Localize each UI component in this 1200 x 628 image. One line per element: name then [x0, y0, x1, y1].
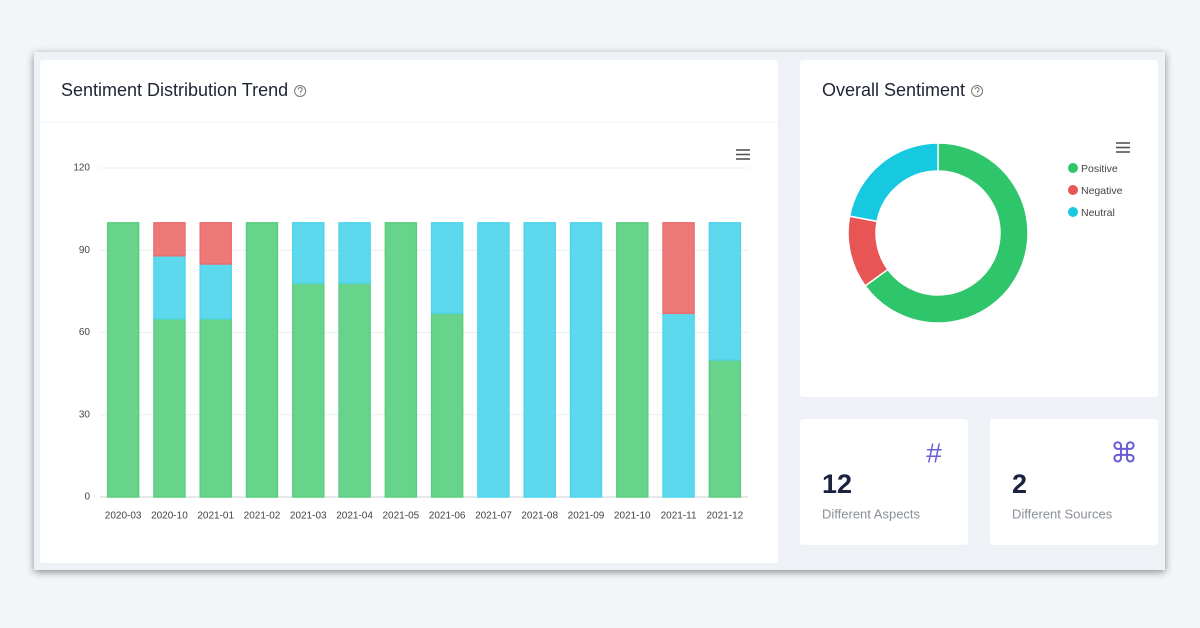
- help-mark: [297, 87, 303, 95]
- bar-segment: [430, 222, 464, 315]
- help-mark: [974, 87, 980, 95]
- y-tick-label: 0: [84, 492, 90, 503]
- bar-segment: [153, 318, 186, 498]
- x-tick-label: 2021-12: [707, 511, 744, 522]
- bar-segment: [153, 222, 186, 257]
- menu-icon[interactable]: [736, 149, 750, 160]
- chart-title: Overall Sentiment: [822, 80, 965, 100]
- x-tick-label: 2021-09: [568, 511, 605, 522]
- stat-card: [800, 419, 968, 545]
- help-icon[interactable]: [971, 85, 984, 97]
- bar-segment: [384, 222, 418, 498]
- stat-value: 2: [1012, 469, 1027, 499]
- bar-segment: [662, 312, 695, 498]
- x-tick-label: 2021-05: [383, 511, 420, 522]
- bar-segment: [199, 222, 232, 265]
- x-tick-label: 2021-03: [290, 511, 327, 522]
- y-tick-label: 120: [73, 163, 90, 174]
- stat-value: 12: [822, 469, 852, 499]
- help-circle: [294, 85, 307, 97]
- menu-icon[interactable]: [1116, 142, 1130, 153]
- x-tick-label: 2020-10: [151, 511, 188, 522]
- bar-segment: [338, 222, 371, 284]
- legend-swatch: [1068, 207, 1078, 217]
- bar-segment: [616, 222, 649, 498]
- legend-label: Positive: [1081, 163, 1118, 175]
- legend-swatch: [1068, 185, 1078, 195]
- help-circle: [971, 85, 984, 97]
- bar-segment: [338, 282, 371, 498]
- stat-card: [990, 419, 1158, 545]
- bar-segment: [199, 318, 232, 498]
- x-tick-label: 2021-04: [336, 511, 373, 522]
- stat-label: Different Sources: [1012, 506, 1113, 521]
- y-tick-label: 60: [79, 327, 91, 338]
- donut-slice: [848, 142, 939, 223]
- sentiment-card: [800, 60, 1158, 397]
- x-tick-label: 2021-11: [661, 511, 697, 522]
- bar-segment: [245, 222, 279, 498]
- x-tick-label: 2021-10: [614, 511, 651, 522]
- bar-segment: [569, 222, 603, 498]
- bar-segment: [199, 263, 232, 320]
- legend-label: Neutral: [1081, 207, 1115, 219]
- chart-title: Sentiment Distribution Trend: [61, 80, 288, 100]
- x-tick-label: 2021-06: [429, 511, 466, 522]
- stat-label: Different Aspects: [822, 506, 921, 521]
- bar-segment: [477, 222, 510, 498]
- legend-label: Negative: [1081, 185, 1123, 197]
- x-tick-label: 2021-02: [244, 511, 281, 522]
- bar-segment: [662, 222, 695, 315]
- bar-segment: [708, 359, 742, 498]
- x-tick-label: 2021-01: [197, 511, 234, 522]
- legend-swatch: [1068, 163, 1078, 173]
- bar-segment: [708, 222, 742, 361]
- y-tick-label: 30: [79, 409, 91, 420]
- donut-slice: [864, 142, 1029, 324]
- bar-segment: [523, 222, 556, 498]
- stat-icon: ⌘: [1110, 437, 1138, 468]
- bar-segment: [430, 312, 464, 498]
- stat-icon: #: [926, 437, 942, 468]
- bar-segment: [292, 222, 325, 284]
- bar-segment: [153, 254, 186, 320]
- x-tick-label: 2021-08: [521, 511, 558, 522]
- bar-segment: [292, 282, 325, 498]
- x-tick-label: 2021-07: [475, 511, 512, 522]
- help-icon[interactable]: [294, 85, 307, 97]
- y-tick-label: 90: [79, 245, 91, 256]
- bar-segment: [106, 222, 140, 498]
- x-tick-label: 2020-03: [105, 511, 142, 522]
